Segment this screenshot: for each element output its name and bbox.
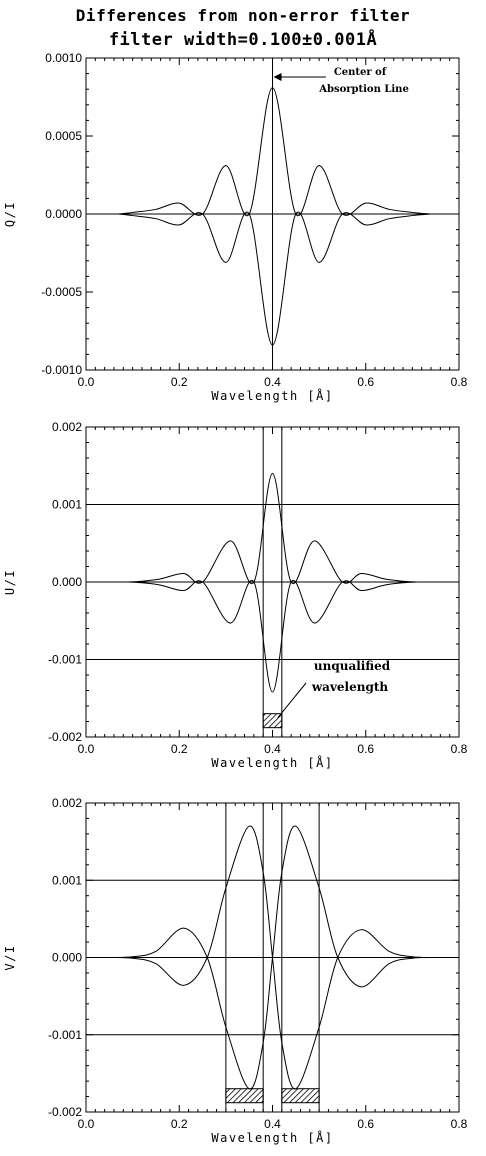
x-tick-label: 0.2: [171, 742, 188, 756]
figure-title-line2: filter width=0.100±0.001Å: [108, 30, 378, 50]
x-tick-label: 0.8: [451, 1117, 468, 1131]
x-tick-label: 0.6: [357, 742, 374, 756]
x-tick-label: 0.4: [264, 1117, 281, 1131]
y-tick-label: -0.001: [48, 1028, 82, 1042]
x-axis-label: Wavelength [Å]: [211, 755, 333, 770]
x-tick-label: 0.4: [264, 742, 281, 756]
y-tick-label: 0.002: [52, 420, 82, 434]
series-line-2: [85, 825, 460, 1090]
y-axis-label: U/I: [3, 569, 17, 595]
x-tick-label: 0.2: [171, 1117, 188, 1131]
annotation-leader-line: [277, 682, 307, 718]
hatched-region: [225, 1088, 264, 1104]
y-tick-label: -0.0005: [41, 285, 82, 299]
y-tick-label: -0.002: [48, 1105, 82, 1119]
y-tick-label: -0.0010: [41, 363, 82, 377]
y-tick-label: -0.001: [48, 653, 82, 667]
x-tick-label: 0.6: [357, 375, 374, 389]
x-tick-label: 0.4: [264, 375, 281, 389]
y-tick-label: 0.0010: [45, 51, 82, 65]
x-tick-label: 0.6: [357, 1117, 374, 1131]
y-tick-label: 0.000: [52, 575, 82, 589]
figure-title-line1: Differences from non-error filter: [75, 6, 411, 25]
annotation-text: Center of: [334, 67, 387, 78]
y-axis-label: V/I: [3, 944, 17, 970]
y-tick-label: 0.000: [52, 951, 82, 965]
series-line-1: [127, 472, 418, 585]
series-line-1: [118, 87, 432, 217]
y-tick-label: 0.001: [52, 873, 82, 887]
x-tick-label: 0.2: [171, 375, 188, 389]
annotation-text: wavelength: [311, 680, 389, 694]
x-tick-label: 0.0: [78, 742, 95, 756]
x-tick-label: 0.0: [78, 1117, 95, 1131]
x-tick-label: 0.8: [451, 742, 468, 756]
annotation-text: unqualified: [314, 659, 391, 673]
series-line-2: [118, 211, 432, 346]
x-axis-label: Wavelength [Å]: [211, 1130, 333, 1145]
y-tick-label: 0.002: [52, 796, 82, 810]
annotation-text: Absorption Line: [318, 84, 409, 95]
y-tick-label: 0.0005: [45, 129, 82, 143]
x-axis-label: Wavelength [Å]: [211, 388, 333, 403]
y-tick-label: -0.002: [48, 730, 82, 744]
y-tick-label: 0.001: [52, 498, 82, 512]
x-tick-label: 0.0: [78, 375, 95, 389]
series-line-2: [127, 579, 418, 693]
hatched-region: [281, 1088, 320, 1104]
x-tick-label: 0.8: [451, 375, 468, 389]
y-axis-label: Q/I: [3, 201, 17, 227]
y-tick-label: 0.0000: [45, 207, 82, 221]
